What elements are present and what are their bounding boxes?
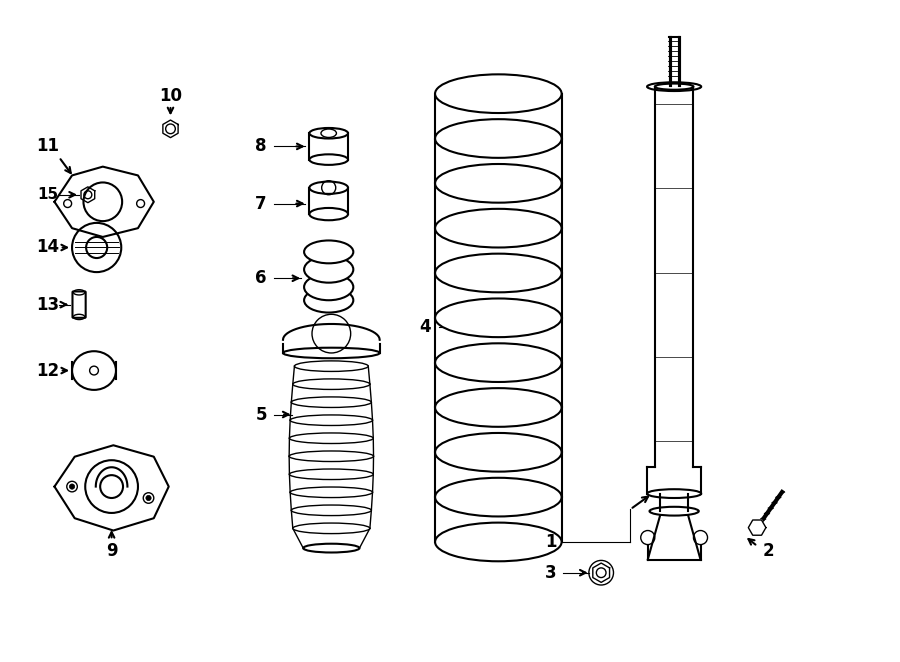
- Ellipse shape: [294, 361, 368, 371]
- Text: 14: 14: [36, 238, 59, 256]
- Text: 4: 4: [419, 318, 431, 336]
- Text: 10: 10: [159, 87, 182, 105]
- Polygon shape: [748, 520, 766, 535]
- Ellipse shape: [292, 523, 370, 534]
- Ellipse shape: [435, 388, 562, 427]
- Ellipse shape: [290, 415, 373, 426]
- Ellipse shape: [304, 288, 354, 312]
- Ellipse shape: [435, 119, 562, 158]
- Ellipse shape: [290, 487, 373, 498]
- Text: 1: 1: [545, 533, 557, 551]
- Ellipse shape: [435, 254, 562, 293]
- Text: 7: 7: [256, 195, 266, 213]
- Ellipse shape: [310, 181, 348, 194]
- Ellipse shape: [292, 397, 372, 408]
- Text: 2: 2: [762, 542, 774, 560]
- Ellipse shape: [435, 433, 562, 471]
- Text: 3: 3: [545, 564, 557, 582]
- Text: 5: 5: [256, 406, 266, 424]
- Ellipse shape: [647, 489, 701, 498]
- Circle shape: [69, 484, 75, 489]
- Ellipse shape: [310, 128, 348, 138]
- Text: 15: 15: [37, 187, 58, 203]
- Ellipse shape: [290, 433, 374, 444]
- Ellipse shape: [435, 344, 562, 382]
- Text: 11: 11: [36, 138, 58, 156]
- Text: 6: 6: [256, 269, 266, 287]
- Ellipse shape: [289, 451, 374, 461]
- Ellipse shape: [292, 505, 372, 516]
- Circle shape: [143, 493, 154, 503]
- Text: 12: 12: [36, 361, 59, 379]
- Ellipse shape: [647, 82, 701, 91]
- Circle shape: [67, 481, 77, 492]
- Ellipse shape: [435, 522, 562, 561]
- Ellipse shape: [435, 299, 562, 337]
- Ellipse shape: [303, 544, 359, 553]
- Circle shape: [146, 495, 151, 500]
- Ellipse shape: [435, 478, 562, 516]
- Ellipse shape: [304, 274, 354, 301]
- Ellipse shape: [304, 256, 354, 283]
- Ellipse shape: [290, 469, 374, 479]
- Text: 8: 8: [256, 138, 266, 156]
- Ellipse shape: [283, 348, 380, 358]
- Ellipse shape: [650, 507, 698, 516]
- Ellipse shape: [304, 240, 354, 263]
- Ellipse shape: [435, 164, 562, 203]
- Ellipse shape: [435, 209, 562, 248]
- Polygon shape: [593, 563, 609, 583]
- Ellipse shape: [292, 379, 370, 389]
- Text: 13: 13: [36, 296, 59, 314]
- Ellipse shape: [435, 74, 562, 113]
- Ellipse shape: [655, 83, 694, 90]
- Text: 9: 9: [106, 542, 117, 560]
